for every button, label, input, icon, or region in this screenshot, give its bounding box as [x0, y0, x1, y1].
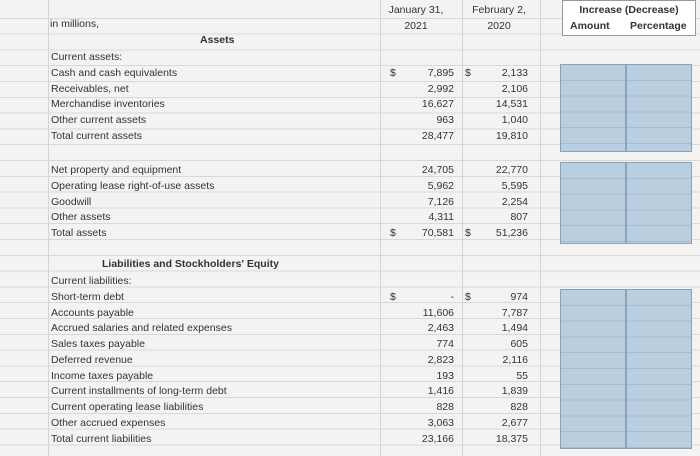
value: 2,254 — [501, 195, 528, 208]
percentage-header: Percentage — [630, 20, 687, 32]
value: 23,166 — [421, 432, 454, 445]
column-line — [48, 0, 49, 456]
currency: $ — [390, 227, 396, 239]
value: 55 — [516, 369, 528, 382]
row-label: Total current assets — [51, 129, 143, 142]
value: 2,463 — [427, 322, 454, 335]
value: 1,494 — [501, 322, 528, 335]
change-title: Increase (Decrease) — [579, 4, 679, 16]
row-label: Income taxes payable — [51, 369, 154, 382]
currency: $ — [390, 66, 396, 79]
value: 18,375 — [495, 432, 528, 445]
input-cells[interactable] — [560, 162, 626, 244]
value: 807 — [510, 211, 528, 224]
row-label: Merchandise inventories — [51, 98, 165, 111]
col-header: 2020 — [487, 20, 511, 32]
section-title: Liabilities and Stockholders' Equity — [102, 258, 279, 270]
row-label: Receivables, net — [51, 82, 129, 95]
change-header — [562, 0, 696, 36]
value: 828 — [436, 401, 454, 413]
value: 1,416 — [427, 385, 454, 398]
value: 5,962 — [427, 179, 454, 192]
currency: $ — [465, 290, 471, 303]
value: 7,895 — [427, 66, 454, 79]
value: 70,581 — [421, 227, 454, 239]
row-label: Goodwill — [51, 195, 92, 208]
section-title: Assets — [200, 34, 235, 46]
row-label: Net property and equipment — [51, 164, 182, 176]
row-label: Other accrued expenses — [51, 416, 166, 429]
value: - — [450, 290, 455, 303]
col-header: 2021 — [404, 20, 428, 32]
row-label: Cash and cash equivalents — [51, 66, 178, 79]
value: 963 — [436, 114, 454, 126]
amount-header: Amount — [570, 20, 610, 32]
row-label: Sales taxes payable — [51, 338, 145, 350]
input-cells[interactable] — [560, 64, 626, 152]
value: 1,839 — [501, 385, 528, 398]
value: 2,133 — [501, 66, 528, 79]
value: 2,677 — [501, 416, 528, 429]
value: 2,992 — [427, 82, 454, 95]
value: 19,810 — [495, 129, 528, 142]
row-label: Current installments of long-term debt — [51, 385, 227, 398]
value: 193 — [436, 369, 454, 382]
column-line — [540, 0, 541, 456]
value: 974 — [510, 290, 528, 303]
value: 774 — [436, 338, 454, 350]
value: 3,063 — [427, 416, 454, 429]
value: 51,236 — [495, 227, 528, 239]
value: 5,595 — [501, 179, 528, 192]
value: 28,477 — [421, 129, 454, 142]
value: 7,787 — [501, 306, 528, 319]
row-label: Total assets — [51, 227, 107, 239]
value: 605 — [510, 338, 528, 350]
row-label: Other current assets — [51, 114, 147, 126]
row-label: Deferred revenue — [51, 353, 133, 366]
units-label: in millions, — [50, 18, 100, 30]
row-label: Operating lease right-of-use assets — [51, 179, 215, 192]
col-header: February 2, — [472, 4, 526, 16]
value: 14,531 — [495, 98, 528, 111]
column-line — [462, 0, 463, 456]
row-label: Current operating lease liabilities — [51, 401, 204, 413]
currency: $ — [465, 227, 471, 239]
row-label: Total current liabilities — [51, 432, 152, 445]
input-cells[interactable] — [626, 64, 692, 152]
input-cells[interactable] — [626, 289, 692, 449]
value: 22,770 — [495, 164, 528, 176]
row-label: Current assets: — [51, 51, 123, 63]
value: 828 — [510, 401, 528, 413]
row-label: Accounts payable — [51, 306, 134, 319]
value: 24,705 — [421, 164, 454, 176]
value: 2,116 — [502, 353, 529, 366]
currency: $ — [390, 290, 396, 303]
input-cells[interactable] — [560, 289, 626, 449]
value: 16,627 — [421, 98, 454, 111]
value: 11,606 — [422, 306, 454, 319]
row-label: Current liabilities: — [51, 275, 132, 287]
row-label: Other assets — [51, 211, 111, 224]
value: 2,106 — [501, 82, 528, 95]
row-label: Accrued salaries and related expenses — [51, 322, 232, 335]
value: 4,311 — [428, 211, 455, 224]
input-cells[interactable] — [626, 162, 692, 244]
value: 2,823 — [427, 353, 454, 366]
value: 7,126 — [427, 195, 454, 208]
row-label: Short-term debt — [51, 290, 124, 303]
column-line — [380, 0, 381, 456]
currency: $ — [465, 66, 471, 79]
col-header: January 31, — [388, 4, 444, 16]
value: 1,040 — [501, 114, 528, 126]
